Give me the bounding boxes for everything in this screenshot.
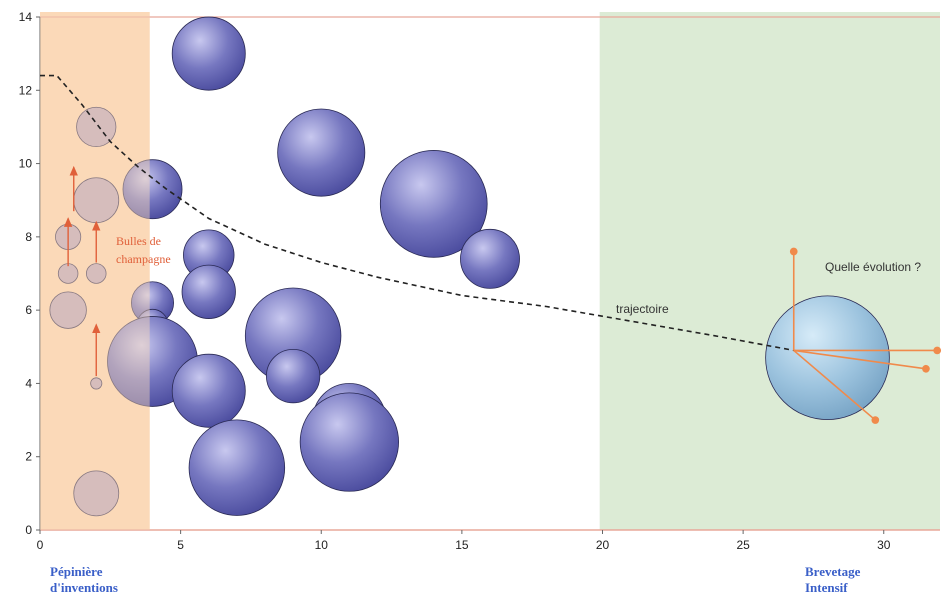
zones <box>40 12 940 530</box>
zone-label-brevetage-line2: Intensif <box>805 580 848 595</box>
bubble-20 <box>86 263 107 284</box>
bubble-16 <box>76 106 117 148</box>
y-tick-label-3: 6 <box>25 303 32 317</box>
bubble-14 <box>299 392 399 492</box>
x-tick-label-6: 30 <box>877 538 891 552</box>
trajectory-line <box>40 74 794 352</box>
annotation-champagne-line1: Bulles de <box>116 234 161 248</box>
bubble-2 <box>379 150 488 258</box>
x-tick-label-4: 20 <box>596 538 610 552</box>
bubble-0 <box>171 16 246 91</box>
zone-label-pepiniere-line2: d'inventions <box>50 580 118 595</box>
bubble-10 <box>171 353 246 428</box>
bubble-12 <box>266 348 321 404</box>
bubble-21 <box>49 291 87 329</box>
bubble-22 <box>90 377 103 390</box>
bubbles <box>40 12 520 530</box>
evolution-arrow-3 <box>793 349 880 424</box>
annotation-evolution: Quelle évolution ? <box>825 260 921 274</box>
tick-labels: 0 5 10 15 20 25 30 0 2 4 6 8 10 12 14 <box>19 10 891 552</box>
bubble-4 <box>122 159 183 220</box>
x-tick-label-0: 0 <box>37 538 44 552</box>
zone-label-pepiniere-line1: Pépinière <box>50 564 103 579</box>
y-tick-label-6: 12 <box>19 83 33 97</box>
zone-band-1 <box>599 12 940 530</box>
y-tick-label-1: 2 <box>25 450 32 464</box>
evolution-arrow-2 <box>793 349 930 373</box>
x-tick-label-2: 10 <box>315 538 329 552</box>
bubble-3 <box>460 228 520 289</box>
annotation-trajectoire: trajectoire <box>616 302 669 316</box>
x-tick-label-1: 5 <box>177 538 184 552</box>
y-tick-label-4: 8 <box>25 230 32 244</box>
bubble-6 <box>181 264 236 319</box>
y-tick-label-7: 14 <box>19 10 33 24</box>
x-tick-label-3: 15 <box>455 538 469 552</box>
zone-band-overlay <box>40 12 150 530</box>
y-tick-label-0: 0 <box>25 523 32 537</box>
bubble-15 <box>188 419 286 516</box>
overlay: Bulles de champagne trajectoire Quelle évol… <box>40 74 942 424</box>
y-tick-label-5: 10 <box>19 157 33 171</box>
annotation-champagne-line2: champagne <box>116 252 171 266</box>
zone-label-pepiniere: Pépinière d'inventions <box>50 564 118 596</box>
bubble-1 <box>277 108 366 197</box>
bubble-23 <box>73 470 120 517</box>
zone-label-brevetage-line1: Brevetage <box>805 564 861 579</box>
axes <box>36 16 940 534</box>
x-tick-label-5: 25 <box>736 538 750 552</box>
zone-label-brevetage: Brevetage Intensif <box>805 564 860 596</box>
y-tick-label-2: 4 <box>25 376 32 390</box>
future-bubble <box>765 295 890 421</box>
